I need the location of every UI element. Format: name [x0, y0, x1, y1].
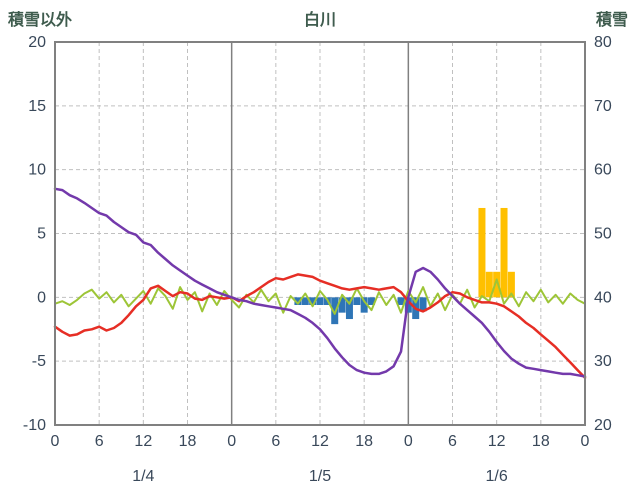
tick-label: 20: [594, 417, 612, 434]
tick-label: 12: [134, 433, 152, 450]
left-axis-title: 積雪以外: [8, 12, 73, 29]
tick-label: 15: [28, 98, 46, 115]
tick-label: 18: [179, 433, 197, 450]
x-axis-day-labels: 1/4 1/5 1/6: [132, 468, 508, 485]
x-axis-tick-labels: 0 6 12 18 0 6 12 18 0 6 12 18 0: [51, 433, 590, 450]
green-line-series: [54, 278, 586, 315]
tick-label: -10: [23, 417, 46, 434]
tick-label: 30: [594, 353, 612, 370]
tick-label: 0: [581, 433, 590, 450]
tick-label: 0: [37, 289, 46, 306]
tick-label: 18: [532, 433, 550, 450]
purple-line-series: [53, 187, 587, 378]
tick-label: 0: [51, 433, 60, 450]
tick-label: 80: [594, 34, 612, 51]
tick-label: 1/4: [132, 468, 154, 485]
tick-label: 12: [311, 433, 329, 450]
yellow-bars-series: [478, 207, 515, 298]
tick-label: 12: [488, 433, 506, 450]
left-axis-tick-labels: 20 15 10 5 0 -5 -10: [23, 34, 46, 434]
chart-title: 白川: [303, 12, 337, 29]
right-axis-title: 積雪: [595, 12, 628, 29]
tick-label: 60: [594, 162, 612, 179]
tick-label: 6: [95, 433, 104, 450]
tick-label: 70: [594, 98, 612, 115]
red-line-series: [53, 273, 587, 380]
tick-label: 0: [227, 433, 236, 450]
tick-label: 0: [404, 433, 413, 450]
tick-label: 1/6: [486, 468, 508, 485]
plot-border: [54, 41, 586, 426]
tick-label: 50: [594, 226, 612, 243]
tick-label: 1/5: [309, 468, 331, 485]
tick-label: 18: [355, 433, 373, 450]
tick-label: 20: [28, 34, 46, 51]
tick-label: 6: [271, 433, 280, 450]
gridlines: [55, 42, 585, 425]
tick-label: 10: [28, 162, 46, 179]
tick-label: 5: [37, 226, 46, 243]
tick-label: 40: [594, 289, 612, 306]
tick-label: 6: [448, 433, 457, 450]
right-axis-tick-labels: 80 70 60 50 40 30 20: [594, 34, 612, 434]
tick-label: -5: [32, 353, 46, 370]
